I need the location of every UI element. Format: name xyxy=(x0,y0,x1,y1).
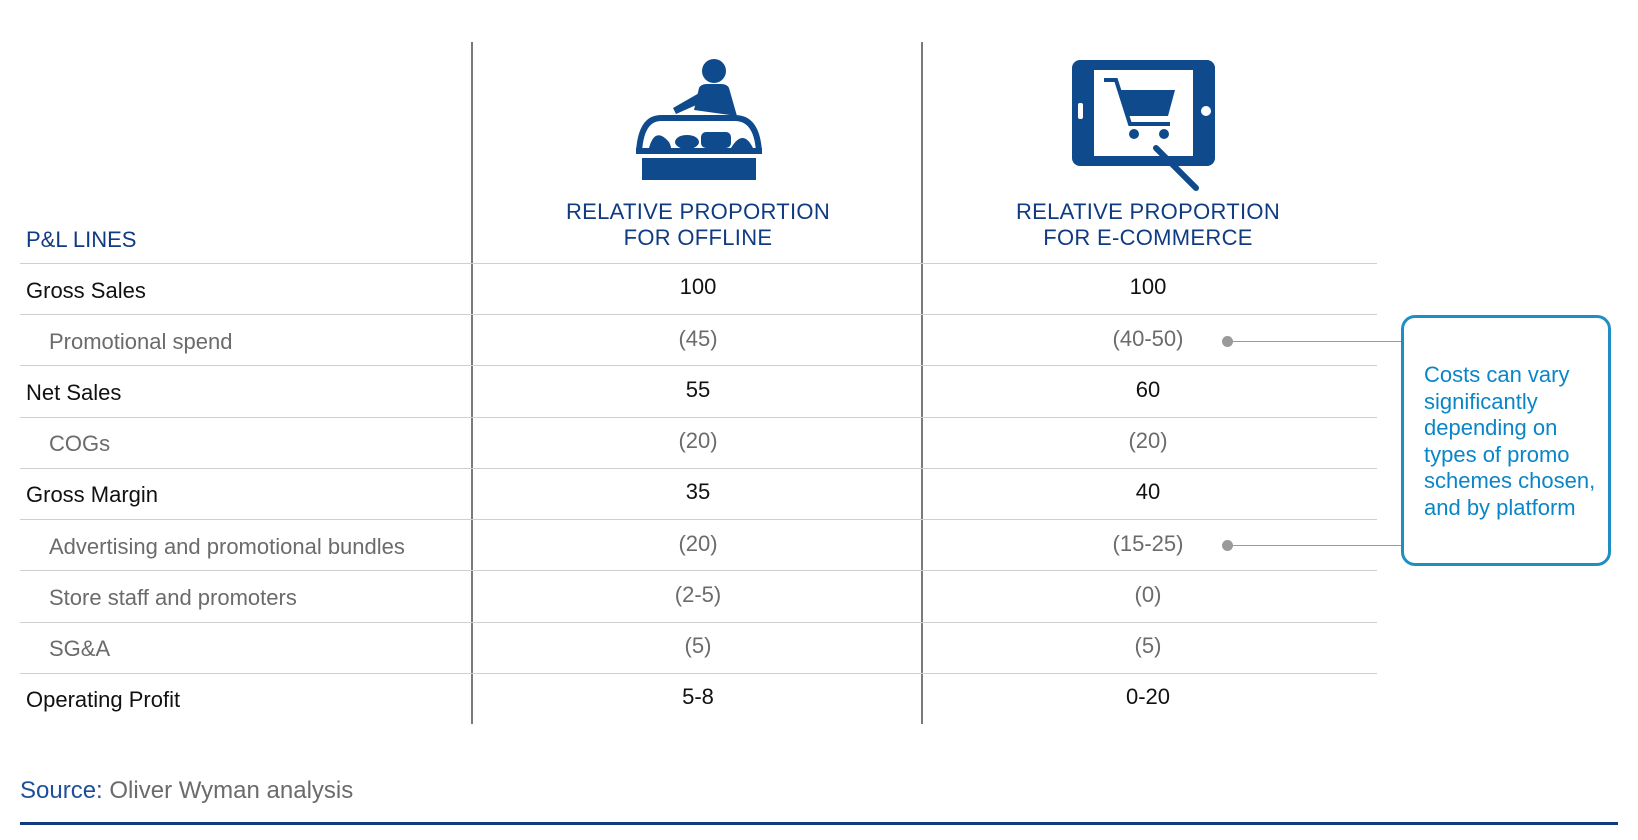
offline-value-sga: (5) xyxy=(684,633,712,658)
shop-counter-icon xyxy=(636,59,762,180)
ecommerce-value-net-sales: 60 xyxy=(1135,377,1161,402)
ecommerce-value-advertising-promotional-bundles: (15-25) xyxy=(1112,531,1184,556)
offline-value-gross-margin: 35 xyxy=(685,479,711,504)
row-divider xyxy=(20,365,1377,366)
callout-line: depending on xyxy=(1424,415,1558,440)
source-label: Source: xyxy=(20,777,103,804)
offline-value-net-sales: 55 xyxy=(685,377,711,402)
row-label-gross-sales: Gross Sales xyxy=(26,278,146,303)
ecommerce-value-sga: (5) xyxy=(1134,633,1162,658)
row-label-gross-margin: Gross Margin xyxy=(26,482,159,507)
row-label-sga: SG&A xyxy=(49,636,111,661)
offline-value-cogs: (20) xyxy=(678,428,718,453)
callout-box: Costs can vary significantly depending o… xyxy=(1401,315,1611,566)
row-divider xyxy=(20,263,1377,264)
column-divider-offline xyxy=(471,42,473,724)
offline-value-operating-profit: 5-8 xyxy=(682,684,714,709)
row-divider xyxy=(20,570,1377,571)
offline-value-advertising-promotional-bundles: (20) xyxy=(678,531,718,556)
ecommerce-header-line1: RELATIVE PROPORTION xyxy=(1015,199,1281,224)
offline-value-gross-sales: 100 xyxy=(679,274,717,299)
offline-header-line1: RELATIVE PROPORTION xyxy=(565,199,831,224)
callout-text: Costs can vary significantly depending o… xyxy=(1404,318,1608,521)
ecommerce-value-store-staff-promoters: (0) xyxy=(1134,582,1162,607)
callout-connector-dot xyxy=(1222,336,1233,347)
row-divider xyxy=(20,622,1377,623)
callout-line: schemes chosen, xyxy=(1424,468,1596,493)
column-divider-ecommerce xyxy=(921,42,923,724)
callout-line: Costs can vary xyxy=(1424,362,1570,387)
row-divider xyxy=(20,519,1377,520)
callout-connector-line xyxy=(1228,341,1401,342)
callout-connector-line xyxy=(1228,545,1401,546)
row-label-operating-profit: Operating Profit xyxy=(26,687,181,712)
ecommerce-value-gross-margin: 40 xyxy=(1135,479,1161,504)
tablet-shopping-cart-icon xyxy=(1072,60,1215,191)
offline-header-line2: FOR OFFLINE xyxy=(623,225,773,250)
row-divider xyxy=(20,314,1377,315)
offline-column-header: RELATIVE PROPORTION FOR OFFLINE xyxy=(548,199,848,251)
row-divider xyxy=(20,468,1377,469)
ecommerce-column-header: RELATIVE PROPORTION FOR E-COMMERCE xyxy=(998,199,1298,251)
ecommerce-value-gross-sales: 100 xyxy=(1129,274,1167,299)
ecommerce-header-line2: FOR E-COMMERCE xyxy=(1043,225,1253,250)
row-divider xyxy=(20,417,1377,418)
ecommerce-value-operating-profit: 0-20 xyxy=(1125,684,1171,709)
source-note: Source: Oliver Wyman analysis xyxy=(20,777,353,805)
offline-value-promotional-spend: (45) xyxy=(678,326,718,351)
callout-line: and by platform xyxy=(1424,494,1576,520)
row-label-net-sales: Net Sales xyxy=(26,380,122,405)
row-label-advertising-promotional-bundles: Advertising and promotional bundles xyxy=(49,534,405,559)
offline-value-store-staff-promoters: (2-5) xyxy=(674,582,722,607)
bottom-rule xyxy=(20,822,1618,825)
ecommerce-value-cogs: (20) xyxy=(1128,428,1168,453)
callout-connector-dot xyxy=(1222,540,1233,551)
source-text: Oliver Wyman analysis xyxy=(102,777,354,804)
row-label-promotional-spend: Promotional spend xyxy=(49,329,233,354)
row-label-store-staff-promoters: Store staff and promoters xyxy=(49,585,297,610)
ecommerce-value-promotional-spend: (40-50) xyxy=(1112,326,1184,351)
callout-line: types of promo xyxy=(1424,441,1570,467)
row-label-cogs: COGs xyxy=(49,431,111,456)
callout-line: significantly xyxy=(1424,388,1538,414)
pl-lines-header: P&L LINES xyxy=(26,227,137,252)
row-divider xyxy=(20,673,1377,674)
